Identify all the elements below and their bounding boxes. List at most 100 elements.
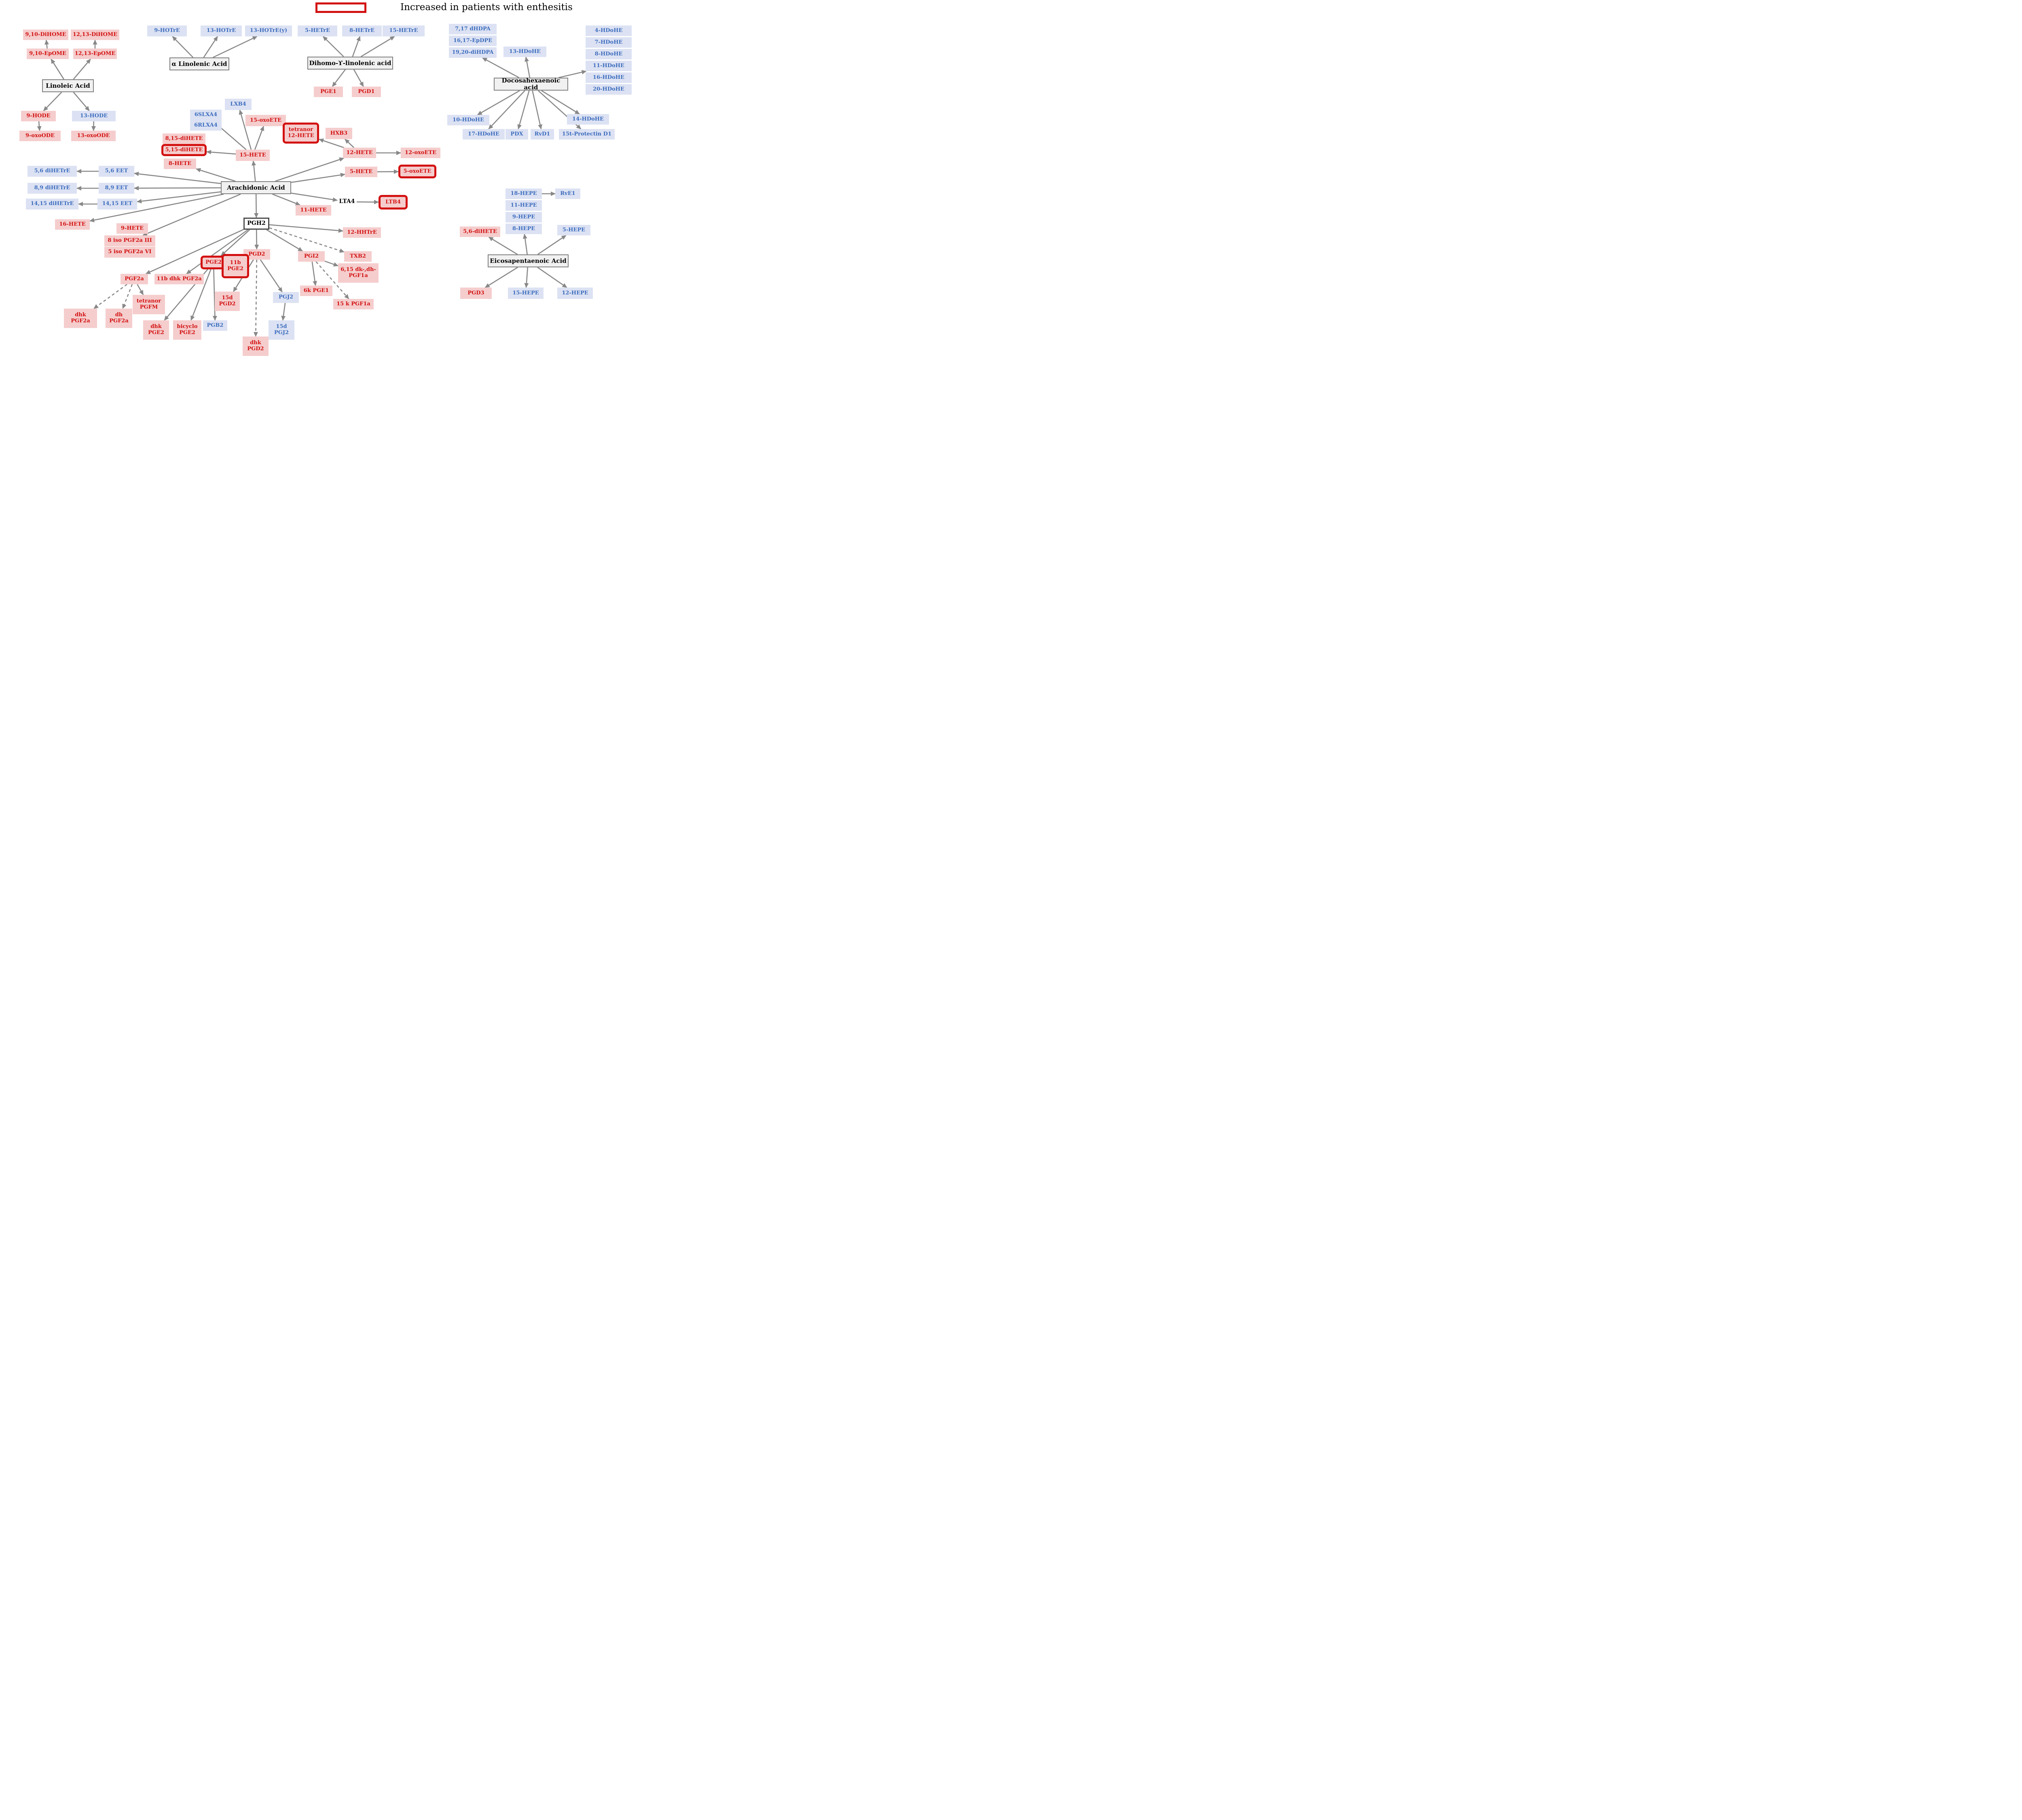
edge-dha-to-11_hdohe <box>558 70 587 78</box>
node-1415-eet: 14,15 EET <box>97 199 137 210</box>
node-18-hepe: 18-HEPE <box>506 188 542 199</box>
edge-pgh2-to-11bdhk_pgf2a <box>186 229 248 275</box>
edge-dha-to-1920_dihdpa <box>482 57 520 78</box>
edge-pgi2-to-615_pgf1a <box>324 260 338 267</box>
edge-dha-to-10_hdohe <box>477 90 520 116</box>
node-dhk-pgd2: dhk PGD2 <box>243 336 269 356</box>
node-15t-pd1: 15t-Protectin D1 <box>559 129 615 140</box>
edge-pgh2-to-pge2 <box>220 229 250 256</box>
node-5-hepe: 5-HEPE <box>557 225 590 235</box>
edge-dgla-to-pgd1 <box>353 69 364 87</box>
node-9-hete: 9-HETE <box>116 223 148 234</box>
node-pge1: PGE1 <box>314 87 343 97</box>
node-epa: Eicosapentaenoic Acid <box>488 254 569 267</box>
node-13-hode: 13-HODE <box>72 111 116 121</box>
node-1920-dihdpa: 19,20-diHDPA <box>449 47 497 58</box>
node-tetranor-pgfm: tetranor PGFM <box>133 295 165 314</box>
legend-title: Increased in patients with enthesitis <box>400 2 573 13</box>
edges-layer <box>37 36 587 337</box>
node-1415-dihetre: 14,15 diHETrE <box>26 199 78 210</box>
edge-15_hete-to-lxb4 <box>239 110 252 150</box>
node-10-hdohe: 10-HDoHE <box>447 115 489 125</box>
node-13-hotre: 13-HOTrE <box>201 25 242 36</box>
node-515-dihete: 5,15-diHETE <box>161 144 207 156</box>
node-20-hdohe: 20-HDoHE <box>586 84 632 95</box>
edge-aa-to-15_hete <box>252 161 256 182</box>
edge-9_hode-to-9_oxoode <box>37 121 42 131</box>
edge-pgh2-to-12_hhtre <box>269 224 343 233</box>
node-lta4: LTA4 <box>339 198 355 205</box>
node-12-oxoete: 12-oxoETE <box>401 148 440 158</box>
node-8-hetre: 8-HETrE <box>342 25 382 36</box>
node-pdx: PDX <box>506 129 528 140</box>
edge-aa-to-11_hete <box>272 193 300 206</box>
node-dgla: Dihomo-ϒ-linolenic acid <box>307 57 393 70</box>
node-56-dihete-epa: 5,6-diHETE <box>460 226 500 237</box>
edge-aa-to-1415_eet <box>137 191 221 203</box>
edge-ala-to-13_hotre <box>203 36 218 58</box>
node-11-hete: 11-HETE <box>296 205 331 216</box>
edge-epa-to-5_hepe <box>537 235 567 255</box>
node-15d-pgj2: 15d PGJ2 <box>269 320 294 340</box>
edge-pgf2a-to-dhk_pgf2a <box>93 284 127 309</box>
node-pgd3: PGD3 <box>460 288 492 299</box>
edge-pgd2-to-pgj2 <box>260 259 283 292</box>
edge-linoleic-to-910_epome <box>51 59 64 80</box>
node-5-oxoete: 5-oxoETE <box>398 165 436 178</box>
edge-pge2-to-bicyclo_pge2 <box>190 269 212 321</box>
node-6slxa4: 6SLXA4 <box>190 110 222 120</box>
node-17-hdohe: 17-HDoHE <box>463 129 505 140</box>
edge-pgf2a-to-dh_pgf2a <box>122 284 133 309</box>
node-9-hepe: 9-HEPE <box>506 212 542 222</box>
edge-aa-to-8iso_pgf2a <box>142 193 241 236</box>
edge-aa-to-16_hete <box>89 193 224 222</box>
node-pgi2: PGI2 <box>298 251 325 262</box>
node-14-hdohe: 14-HDoHE <box>567 114 609 125</box>
node-89-eet: 8,9 EET <box>99 183 134 194</box>
node-56-dihetre: 5,6 diHETrE <box>27 166 77 177</box>
node-5-hetre: 5-HETrE <box>298 25 337 36</box>
node-dhk-pge2: dhk PGE2 <box>143 320 169 340</box>
node-56-eet: 5,6 EET <box>99 166 134 177</box>
node-615-pgf1a: 6,15 dk-,dh- PGF1a <box>338 263 379 283</box>
node-15-hete: 15-HETE <box>236 150 270 161</box>
edge-epa-to-12_hepe <box>537 267 567 288</box>
node-717-dhdpa: 7,17 dHDPA <box>449 24 497 34</box>
pathway-canvas: Increased in patients with enthesitis 9,… <box>0 0 634 357</box>
node-16-hdohe: 16-HDoHE <box>586 72 632 83</box>
node-rvd1: RvD1 <box>531 129 554 140</box>
edge-dgla-to-15_hetre <box>360 36 395 57</box>
edge-pgh2-to-txb2 <box>269 227 345 253</box>
node-pgb2: PGB2 <box>203 320 227 331</box>
edge-aa-to-56_eet <box>134 171 221 184</box>
node-15-hepe: 15-HEPE <box>508 288 544 299</box>
edge-dha-to-13_hdohe <box>525 57 531 78</box>
edge-epa-to-pgd3 <box>484 267 518 288</box>
node-pgh2: PGH2 <box>243 218 269 230</box>
edge-aa-to-5_hete <box>291 173 345 183</box>
node-tetranor-12hete: tetranor 12-HETE <box>283 123 319 144</box>
node-13-hdohe: 13-HDoHE <box>503 47 546 57</box>
edge-linoleic-to-1213_epome <box>73 59 91 80</box>
node-ltb4: LTB4 <box>379 195 408 210</box>
edge-pgj2-to-15d_pgj2 <box>281 303 286 321</box>
edge-aa-to-lta4 <box>291 193 338 202</box>
edge-12_hete-to-hxb3 <box>344 139 355 148</box>
node-910-dihome: 9,10-DiHOME <box>23 30 68 40</box>
node-13-oxoode: 13-oxoODE <box>71 131 116 141</box>
node-ala: α Linolenic Acid <box>169 57 229 70</box>
node-12-hhtre: 12-HHTrE <box>343 227 381 238</box>
node-11-hepe: 11-HEPE <box>506 200 542 211</box>
edge-15_hete-to-15_oxoete <box>254 126 264 150</box>
edge-pgh2-to-pgd2 <box>254 229 259 250</box>
node-linoleic: Linoleic Acid <box>42 79 94 92</box>
node-dh-pgf2a: dh PGF2a <box>106 309 132 328</box>
edge-aa-to-12_hete <box>275 157 345 182</box>
edge-ala-to-9_hotre <box>172 36 194 58</box>
node-15k-pgf1a: 15 k PGF1a <box>333 299 374 309</box>
node-8-hepe: 8-HEPE <box>506 224 542 234</box>
edge-pgh2-to-pgf2a <box>145 229 244 275</box>
edge-dgla-to-8_hetre <box>352 36 361 57</box>
edge-dha-to-pdx <box>517 90 530 129</box>
edge-pge2-to-pgb2 <box>212 269 217 321</box>
